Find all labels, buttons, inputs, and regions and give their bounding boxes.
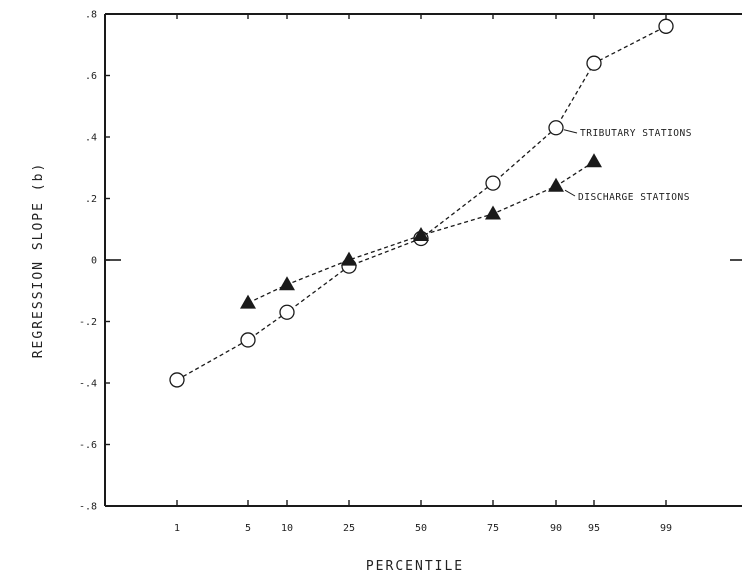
y-axis: .8 .6 .4 .2 0 -.2 -.4 -.6 -.8 bbox=[79, 10, 110, 513]
tributary-stations-point bbox=[485, 175, 501, 191]
x-tick-label: 95 bbox=[588, 523, 600, 534]
y-tick-label: .8 bbox=[85, 10, 97, 21]
tributary-stations-point bbox=[169, 372, 185, 388]
x-tick-label: 99 bbox=[660, 523, 672, 534]
annotations: TRIBUTARY STATIONS DISCHARGE STATIONS bbox=[563, 128, 692, 203]
discharge-stations-point bbox=[413, 227, 429, 241]
discharge-stations-label: DISCHARGE STATIONS bbox=[578, 192, 690, 203]
x-tick-label: 75 bbox=[487, 523, 499, 534]
x-tick-label: 90 bbox=[550, 523, 562, 534]
y-tick-label: -.4 bbox=[79, 379, 97, 390]
tributary-stations-point bbox=[658, 18, 674, 34]
y-tick-label: -.6 bbox=[79, 440, 97, 451]
x-axis-title: PERCENTILE bbox=[366, 559, 464, 574]
tributary-stations-point bbox=[586, 55, 602, 71]
x-tick-label: 50 bbox=[415, 523, 427, 534]
y-tick-label: .6 bbox=[85, 71, 97, 82]
series-layer bbox=[169, 18, 674, 388]
x-tick-label: 1 bbox=[174, 523, 180, 534]
discharge-stations-point bbox=[279, 276, 295, 291]
y-tick-label: .4 bbox=[85, 133, 97, 144]
y-axis-title: REGRESSION SLOPE (b) bbox=[31, 162, 46, 359]
discharge-stations-point bbox=[586, 153, 602, 168]
y-tick-label: .2 bbox=[85, 194, 97, 205]
x-axis: 1 5 10 25 50 75 90 95 99 bbox=[174, 14, 672, 534]
discharge-stations-point bbox=[341, 251, 357, 266]
tributary-stations-point bbox=[279, 304, 295, 320]
y-tick-label: 0 bbox=[91, 256, 97, 267]
discharge-stations-point bbox=[548, 177, 564, 192]
tributary-stations-point bbox=[240, 332, 256, 348]
discharge-stations-point bbox=[485, 205, 501, 220]
x-tick-label: 25 bbox=[343, 523, 355, 534]
x-tick-label: 10 bbox=[281, 523, 293, 534]
tributary-stations-label: TRIBUTARY STATIONS bbox=[580, 128, 692, 139]
discharge-leader-line bbox=[564, 189, 576, 197]
tributary-stations-point bbox=[548, 120, 564, 136]
tributary-leader-line bbox=[563, 129, 578, 134]
y-tick-label: -.2 bbox=[79, 317, 97, 328]
y-tick-label: -.8 bbox=[79, 502, 97, 513]
x-tick-label: 5 bbox=[245, 523, 251, 534]
discharge-stations-point bbox=[240, 294, 256, 309]
